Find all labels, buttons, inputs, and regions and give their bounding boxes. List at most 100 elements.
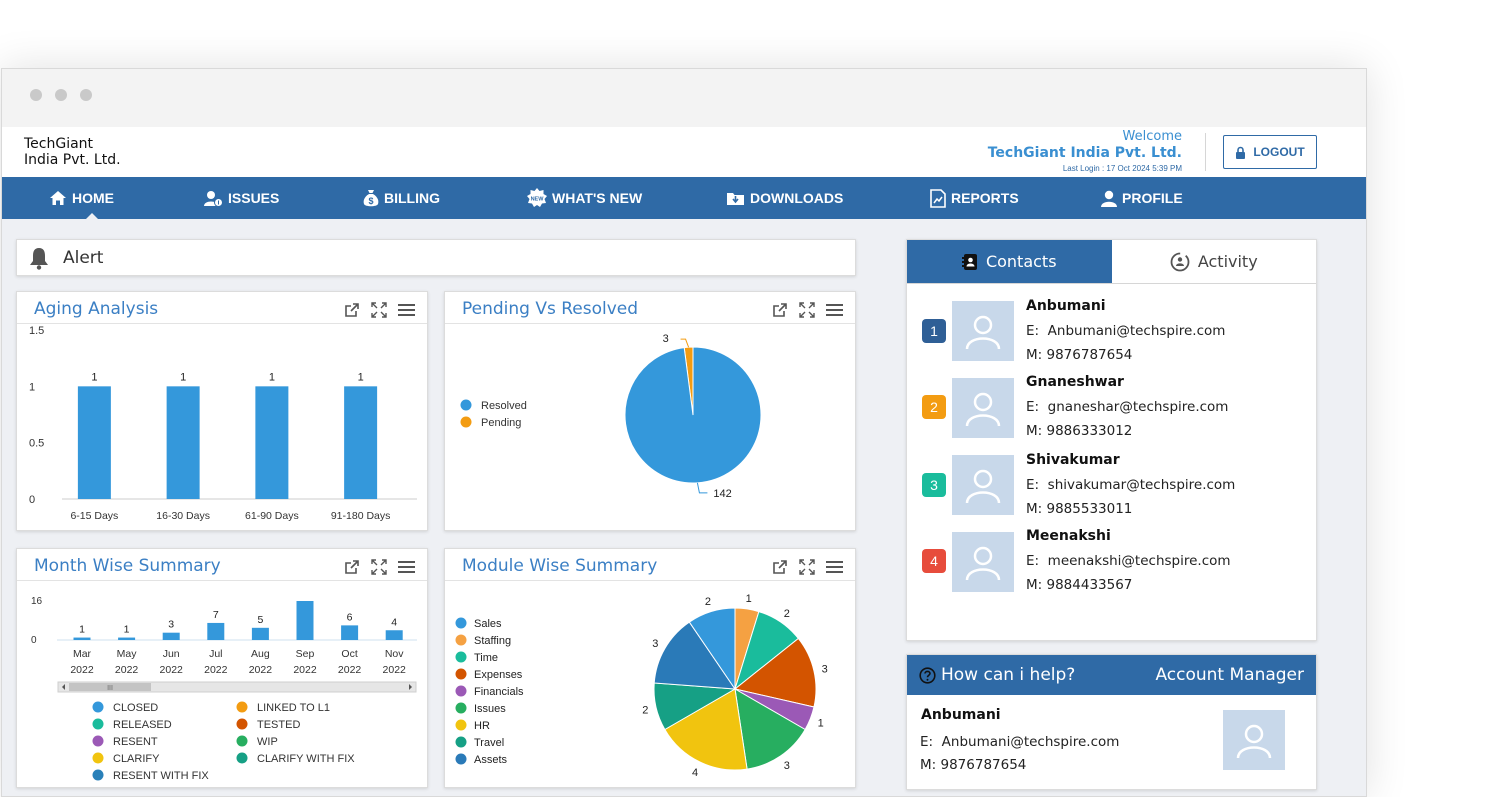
contact-email: E: meenakshi@techspire.com (1026, 553, 1231, 569)
legend-marker (455, 668, 467, 680)
x-tick-label: 2022 (338, 664, 362, 676)
welcome-block: Welcome TechGiant India Pvt. Ltd. Last L… (988, 129, 1182, 173)
tab-contacts[interactable]: Contacts (907, 240, 1112, 283)
mobile-value: 9876787654 (1046, 347, 1133, 363)
email-value[interactable]: meenakshi@techspire.com (1047, 553, 1231, 569)
expand-icon[interactable] (799, 302, 815, 318)
company-name: TechGiant India Pvt. Ltd. (987, 145, 1182, 161)
legend-label: Financials (474, 686, 524, 698)
data-label: 3 (784, 760, 790, 772)
mobile-label: M: (920, 757, 937, 773)
email-label: E: (1026, 553, 1040, 569)
legend-marker (455, 719, 467, 731)
email-value[interactable]: shivakumar@techspire.com (1047, 477, 1236, 493)
nav-item-downloads[interactable]: DOWNLOADS (726, 177, 843, 219)
legend-label: CLARIFY WITH FIX (257, 753, 355, 765)
window-dot-minimize[interactable] (55, 89, 67, 101)
expand-icon[interactable] (371, 559, 387, 575)
main-nav: HOME ISSUES $ BILLING NEW WHAT'S NEW DOW… (2, 177, 1366, 219)
data-label: 3 (168, 619, 174, 631)
avatar (952, 532, 1014, 592)
export-icon[interactable] (344, 302, 360, 318)
export-icon[interactable] (772, 559, 788, 575)
contact-number-badge: 4 (922, 549, 946, 573)
x-tick-label: 2022 (383, 664, 407, 676)
email-label: E: (1026, 323, 1040, 339)
legend-marker (455, 702, 467, 714)
menu-icon[interactable] (398, 303, 415, 317)
month-panel-toolbar (344, 559, 415, 575)
logout-button[interactable]: LOGOUT (1223, 135, 1317, 169)
browser-window: TechGiant India Pvt. Ltd. Welcome TechGi… (1, 68, 1367, 797)
contact-mobile: M: 9886333012 (1026, 423, 1132, 439)
nav-item-billing[interactable]: $ BILLING (363, 177, 440, 219)
export-icon[interactable] (772, 302, 788, 318)
legend-marker (92, 718, 104, 730)
nav-item-reports[interactable]: REPORTS (930, 177, 1019, 219)
tab-activity-label: Activity (1197, 252, 1258, 271)
menu-icon[interactable] (826, 303, 843, 317)
contact-item[interactable]: 3 Shivakumar E: shivakumar@techspire.com… (907, 452, 1316, 528)
header-divider (1205, 133, 1206, 171)
x-tick-label: May (117, 648, 138, 660)
x-tick-label: Mar (73, 648, 92, 660)
contact-number-badge: 3 (922, 473, 946, 497)
data-label: 2 (705, 596, 711, 608)
scrollbar-grip: III (107, 685, 113, 692)
menu-icon[interactable] (826, 560, 843, 574)
alert-label: Alert (63, 247, 104, 268)
tab-activity[interactable]: Activity (1111, 240, 1316, 283)
bar (77, 386, 111, 499)
expand-icon[interactable] (371, 302, 387, 318)
nav-item-issues[interactable]: ISSUES (204, 177, 279, 219)
module-chart: Sales Staffing Time Expenses Financials Issue… (455, 593, 828, 779)
bar (385, 630, 403, 640)
aging-panel-rule (17, 323, 427, 324)
logout-label: LOGOUT (1253, 145, 1305, 159)
contact-item[interactable]: 1 Anbumani E: Anbumani@techspire.com M: … (907, 298, 1316, 374)
help-subtitle: Account Manager (1155, 665, 1304, 685)
x-tick-label: 2022 (204, 664, 228, 676)
window-dot-close[interactable] (30, 89, 42, 101)
alert-bar[interactable]: Alert (16, 239, 856, 276)
address-book-icon (961, 253, 977, 270)
bar (207, 622, 225, 640)
x-tick-label: Jul (209, 648, 222, 660)
legend-label: CLARIFY (113, 753, 160, 765)
legend-label: Sales (474, 618, 502, 630)
company-logo[interactable]: TechGiant India Pvt. Ltd. (24, 136, 121, 168)
nav-item-whats-new[interactable]: NEW WHAT'S NEW (527, 177, 642, 219)
contact-item[interactable]: 2 Gnaneshwar E: gnaneshar@techspire.com … (907, 374, 1316, 450)
contact-item[interactable]: 4 Meenakshi E: meenakshi@techspire.com M… (907, 528, 1316, 604)
nav-item-home[interactable]: HOME (49, 177, 114, 219)
chart-scrollbar-thumb (69, 683, 151, 691)
x-tick-label: 2022 (160, 664, 184, 676)
email-value[interactable]: Anbumani@techspire.com (1047, 323, 1226, 339)
legend-marker (455, 736, 467, 748)
data-label: 1 (79, 624, 85, 636)
svg-text:$: $ (368, 196, 373, 206)
window-dot-maximize[interactable] (80, 89, 92, 101)
menu-icon[interactable] (398, 560, 415, 574)
x-tick-label: 61-90 Days (245, 510, 299, 522)
x-tick-label: Jun (163, 648, 180, 660)
bell-icon (30, 247, 48, 270)
email-value[interactable]: gnaneshar@techspire.com (1047, 399, 1229, 415)
legend-label: RESENT WITH FIX (113, 770, 209, 782)
user-icon (1101, 190, 1117, 207)
legend-label: Resolved (481, 400, 527, 412)
aging-chart: 0 0.5 1 1.5 1 6-15 Days 1 16-30 Days 1 61-90 Days… (29, 325, 417, 522)
user-issue-icon (204, 190, 223, 207)
pie-slice (688, 607, 736, 691)
email-value[interactable]: Anbumani@techspire.com (941, 734, 1120, 750)
nav-item-profile[interactable]: PROFILE (1101, 177, 1183, 219)
pending-panel-toolbar (772, 302, 843, 318)
module-panel-toolbar (772, 559, 843, 575)
expand-icon[interactable] (799, 559, 815, 575)
nav-label-billing: BILLING (384, 190, 440, 206)
export-icon[interactable] (344, 559, 360, 575)
contact-name: Meenakshi (1026, 528, 1111, 544)
legend-label: Time (474, 652, 498, 664)
aging-panel-title: Aging Analysis (34, 299, 159, 319)
nav-label-downloads: DOWNLOADS (750, 190, 844, 206)
